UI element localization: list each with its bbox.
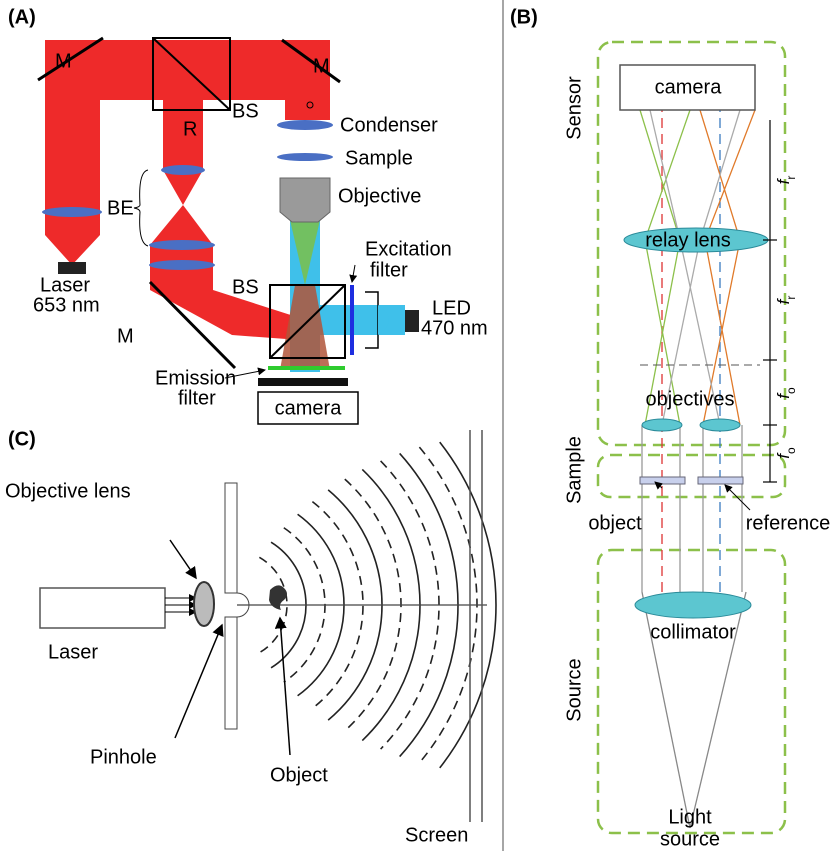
label: Excitation: [365, 238, 452, 260]
reference-slide: [698, 477, 743, 484]
label: M: [55, 50, 72, 72]
label: Pinhole: [90, 746, 157, 768]
laser-source: [58, 262, 86, 274]
objective-lens: [700, 419, 740, 431]
sample-box: [598, 455, 785, 497]
label: filter: [178, 387, 216, 409]
lens: [42, 207, 102, 217]
object: [269, 585, 287, 610]
label: M: [117, 325, 134, 347]
objective-lens: [280, 178, 330, 222]
label: Laser: [48, 641, 98, 663]
objective-lens: [194, 582, 214, 626]
pinhole-plate: [225, 617, 237, 729]
led-source: [405, 310, 419, 332]
label: 653 nm: [33, 294, 100, 316]
label: 470 nm: [421, 317, 488, 339]
panel-a: (A) M M M BS BS R BE Laser 653 nm Conden…: [8, 6, 488, 424]
label: relay lens: [645, 229, 731, 251]
label: camera: [655, 76, 723, 98]
lens: [161, 165, 205, 175]
label: BS: [232, 276, 259, 298]
label: Sample: [563, 436, 585, 504]
label: BE: [107, 197, 134, 219]
lens: [149, 240, 215, 250]
label: Screen: [405, 824, 468, 846]
distance-label: fo: [774, 387, 798, 399]
label: Laser: [40, 274, 90, 296]
label: reference: [746, 512, 831, 534]
label: object: [588, 512, 642, 534]
label: Light: [668, 806, 712, 828]
distance-label: fr: [774, 296, 798, 305]
panel-label: (C): [8, 428, 36, 450]
label: BS: [232, 100, 259, 122]
distance-label: fo: [774, 447, 798, 459]
label: filter: [370, 259, 408, 281]
label: LED: [432, 297, 471, 319]
sample-slide: [277, 153, 333, 161]
label: Objective: [338, 185, 421, 207]
label: Objective lens: [5, 480, 131, 502]
lens: [149, 260, 215, 270]
panel-c: (C) Objective lens Laser Pinhole Object …: [5, 428, 496, 846]
panel-label: (B): [510, 6, 538, 28]
label: R: [183, 118, 197, 140]
label: source: [660, 828, 720, 850]
figure: (A) M M M BS BS R BE Laser 653 nm Conden…: [0, 0, 840, 851]
label: Sample: [345, 147, 413, 169]
label: collimator: [650, 621, 736, 643]
rays: [640, 110, 755, 828]
distance-label: fr: [774, 176, 798, 185]
collimator-lens: [635, 592, 751, 618]
subscript: o: [784, 387, 798, 394]
subscript: o: [784, 447, 798, 454]
label: camera: [275, 397, 343, 419]
label: objectives: [646, 388, 735, 410]
label: Condenser: [340, 114, 438, 136]
pinhole-plate: [225, 483, 237, 593]
subscript: r: [784, 176, 798, 180]
subscript: r: [784, 296, 798, 300]
label: Object: [270, 764, 328, 786]
condenser-lens: [277, 120, 333, 130]
label: Source: [563, 658, 585, 721]
panel-label: (A): [8, 6, 36, 28]
label: M: [313, 55, 330, 77]
laser-box: [40, 588, 165, 628]
label: Sensor: [563, 76, 585, 140]
label: Emission: [155, 367, 236, 389]
panel-b: (B) camera relay lens objectives object …: [510, 6, 830, 850]
brace: [134, 170, 148, 246]
object-slide: [640, 477, 685, 484]
objective-lens: [642, 419, 682, 431]
